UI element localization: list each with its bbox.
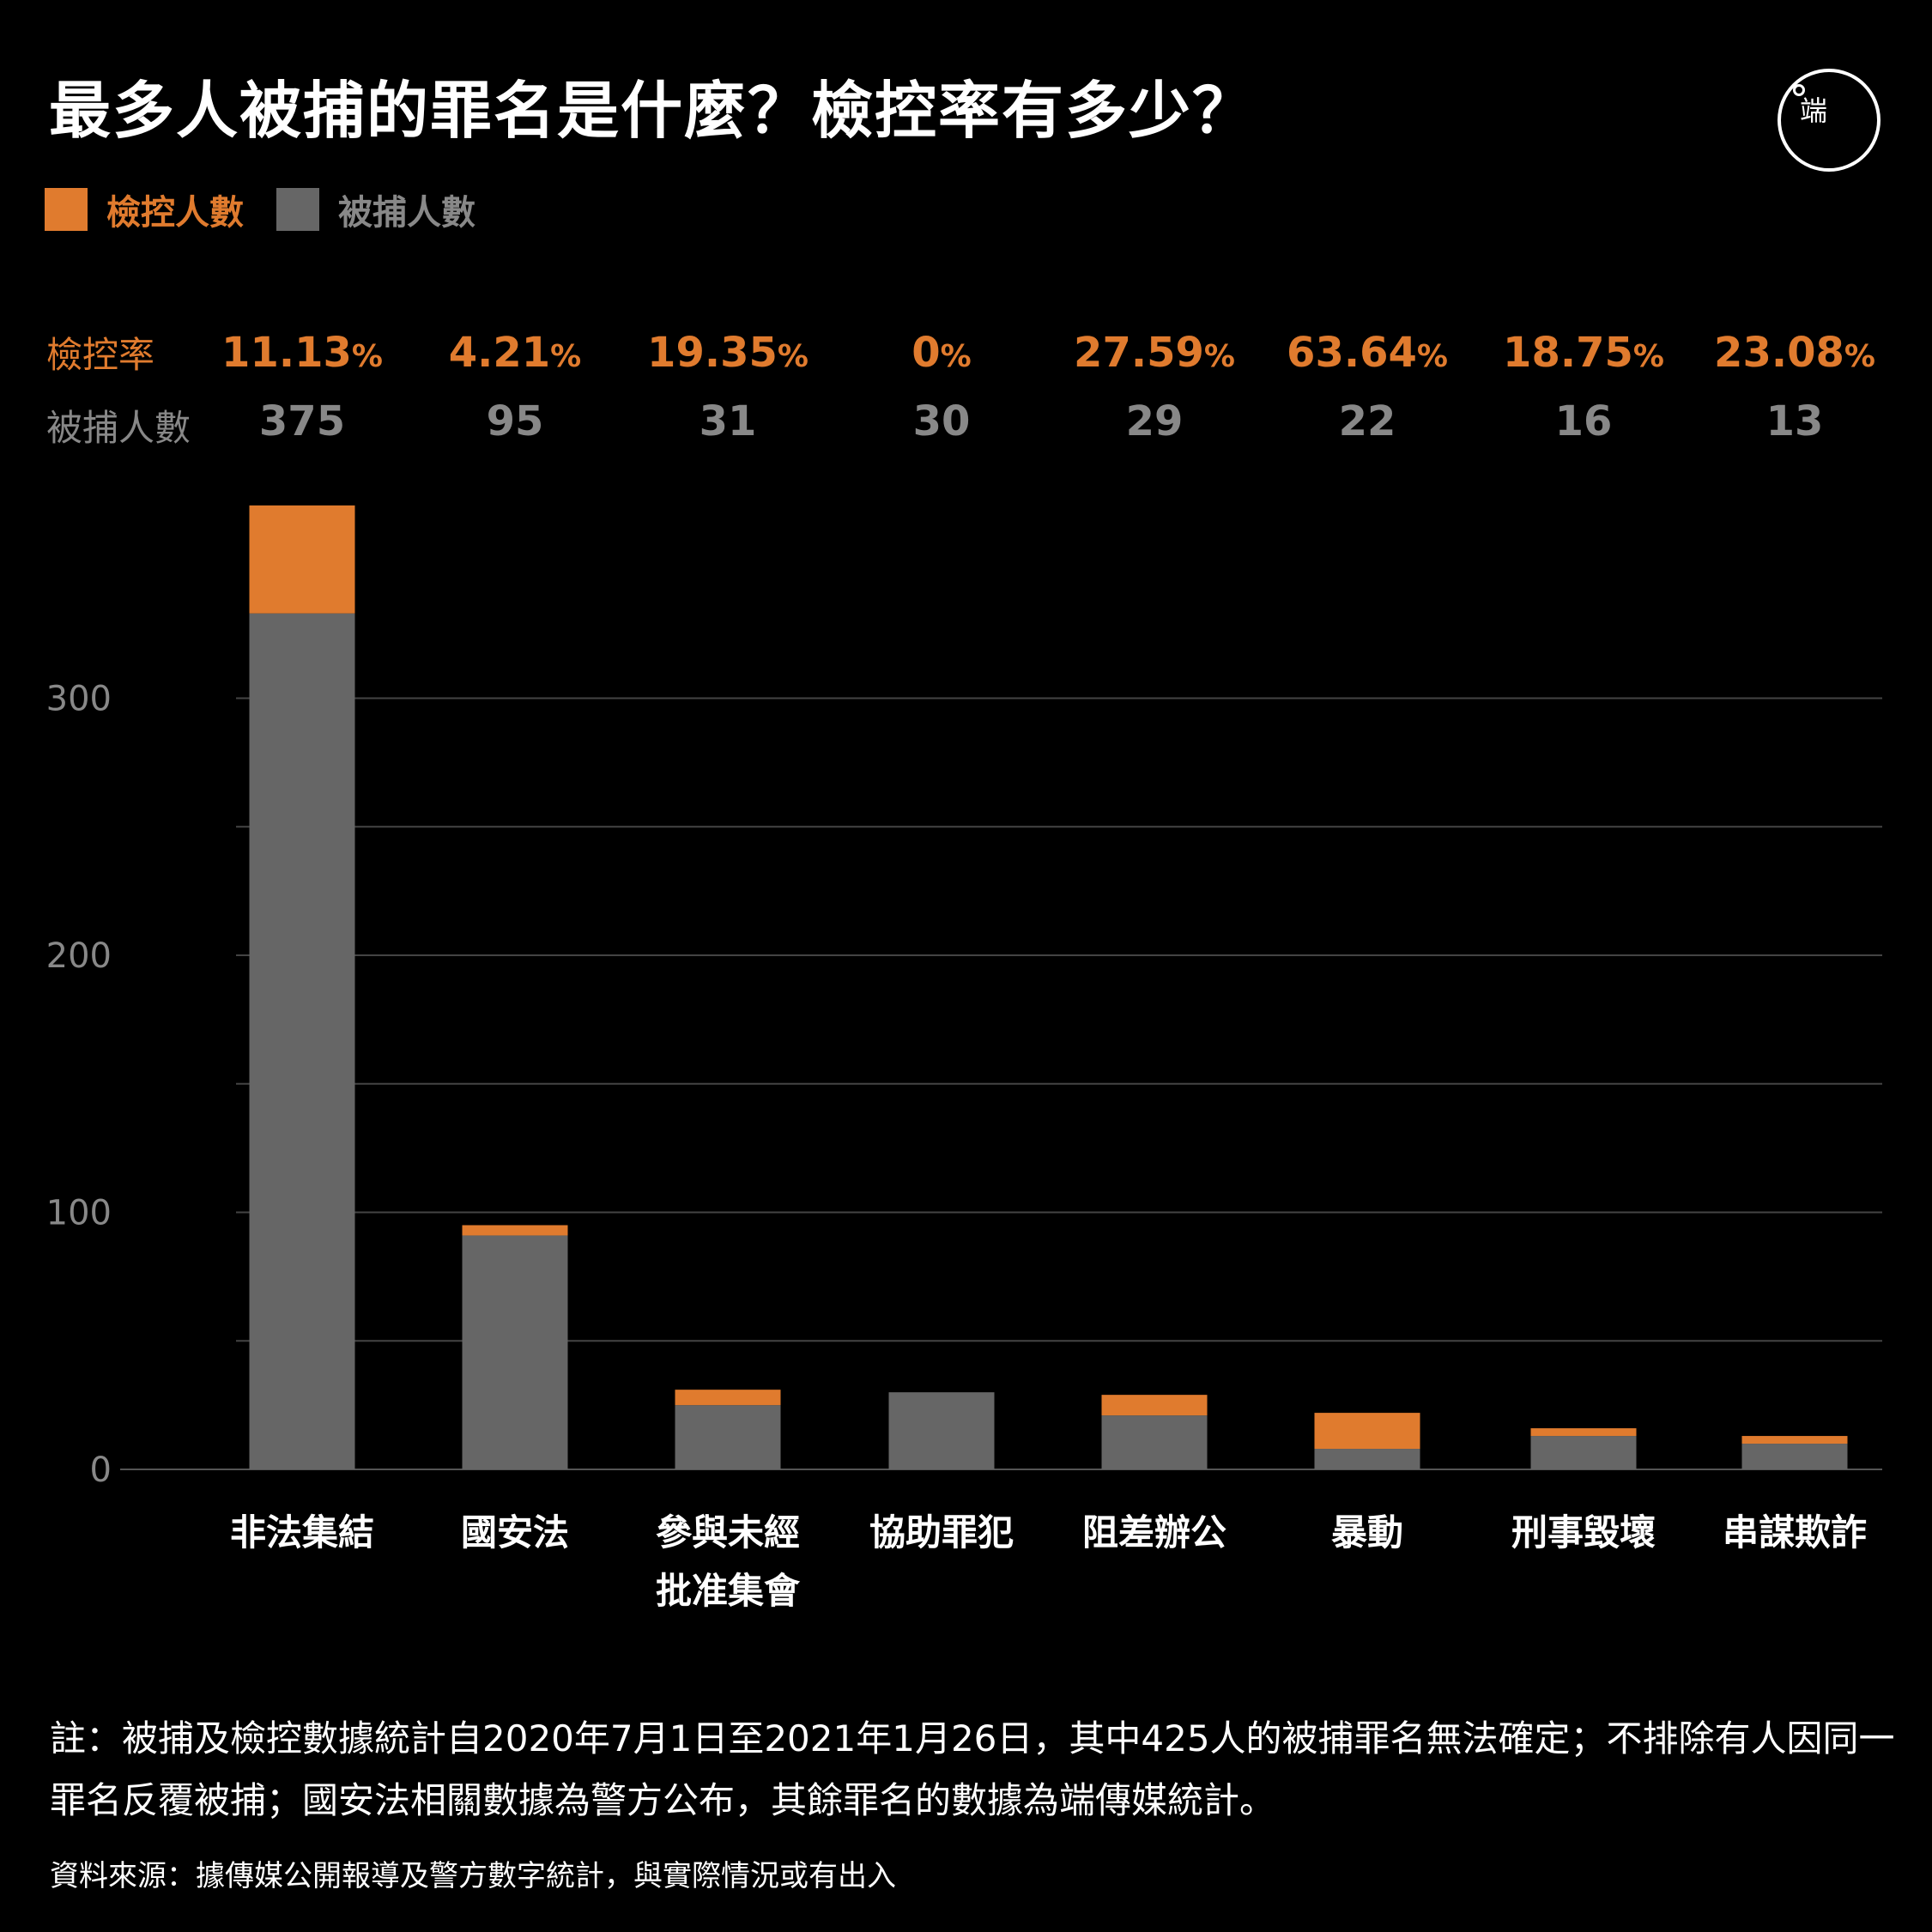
logo-glyph: 端 bbox=[1800, 94, 1828, 127]
arrested-count-label: 30 bbox=[913, 397, 971, 445]
rate-label: 4.21% bbox=[449, 329, 582, 377]
y-tick-label: 200 bbox=[46, 936, 112, 976]
rate-label: 27.59% bbox=[1074, 329, 1235, 377]
bar-arrested bbox=[462, 1235, 568, 1469]
arrested-count-label: 95 bbox=[487, 397, 544, 445]
bar-prosecuted bbox=[1741, 1436, 1848, 1444]
arrested-count-label: 29 bbox=[1126, 397, 1184, 445]
arrested-count-label: 16 bbox=[1555, 397, 1613, 445]
category-label: 協助罪犯 bbox=[869, 1511, 1014, 1553]
chart-legend: 檢控人數 被捕人數 bbox=[45, 187, 508, 233]
bar-prosecuted bbox=[1101, 1395, 1208, 1416]
bar-arrested bbox=[888, 1392, 995, 1469]
category-label: 刑事毀壞 bbox=[1511, 1511, 1656, 1553]
bar-prosecuted bbox=[249, 505, 355, 614]
page-title: 最多人被捕的罪名是什麼？檢控率有多少？ bbox=[49, 75, 1257, 147]
category-label: 非法集結 bbox=[230, 1511, 374, 1553]
arrested-row-label: 被捕人數 bbox=[46, 407, 191, 449]
bar-prosecuted bbox=[1314, 1413, 1420, 1450]
bar-arrested bbox=[675, 1405, 781, 1469]
rate-label: 11.13% bbox=[221, 329, 383, 377]
category-label: 批准集會 bbox=[656, 1570, 801, 1612]
legend-swatch-prosecuted bbox=[45, 188, 88, 231]
bar-prosecuted bbox=[675, 1390, 781, 1406]
rate-label: 19.35% bbox=[647, 329, 809, 377]
footnote: 註：被捕及檢控數據統計自2020年7月1日至2021年1月26日，其中425人的… bbox=[50, 1717, 1895, 1821]
legend-label-arrested: 被捕人數 bbox=[338, 193, 475, 233]
y-tick-label: 300 bbox=[46, 680, 112, 719]
initium-logo: 端 bbox=[1778, 69, 1881, 172]
category-label: 參與未經 bbox=[656, 1511, 800, 1553]
legend-label-prosecuted: 檢控人數 bbox=[106, 193, 244, 233]
arrested-count-label: 31 bbox=[700, 397, 757, 445]
bar-arrested bbox=[1530, 1436, 1637, 1469]
category-label: 阻差辦公 bbox=[1082, 1511, 1226, 1553]
data-source: 資料來源：據傳媒公開報導及警方數字統計，與實際情況或有出入 bbox=[50, 1859, 896, 1893]
category-label: 國安法 bbox=[461, 1511, 569, 1553]
category-label: 暴動 bbox=[1331, 1511, 1403, 1553]
rate-row-label: 檢控率 bbox=[46, 334, 155, 376]
y-tick-label: 0 bbox=[90, 1451, 112, 1490]
rate-label: 18.75% bbox=[1503, 329, 1664, 377]
y-tick-label: 100 bbox=[46, 1194, 112, 1233]
bar-arrested bbox=[1101, 1415, 1208, 1469]
bar-prosecuted bbox=[1530, 1428, 1637, 1437]
arrested-count-label: 13 bbox=[1766, 397, 1824, 445]
bar-arrested bbox=[1314, 1449, 1420, 1469]
arrested-count-label: 375 bbox=[259, 397, 345, 445]
bar-prosecuted bbox=[462, 1225, 568, 1236]
bar-arrested bbox=[249, 613, 355, 1469]
arrested-count-label: 22 bbox=[1339, 397, 1396, 445]
category-label: 串謀欺詐 bbox=[1723, 1511, 1867, 1553]
rate-label: 0% bbox=[911, 329, 971, 377]
legend-swatch-arrested bbox=[276, 188, 319, 231]
bar-arrested bbox=[1741, 1444, 1848, 1469]
rate-label: 23.08% bbox=[1714, 329, 1875, 377]
logo-dot-icon bbox=[1793, 84, 1805, 96]
rate-label: 63.64% bbox=[1287, 329, 1448, 377]
